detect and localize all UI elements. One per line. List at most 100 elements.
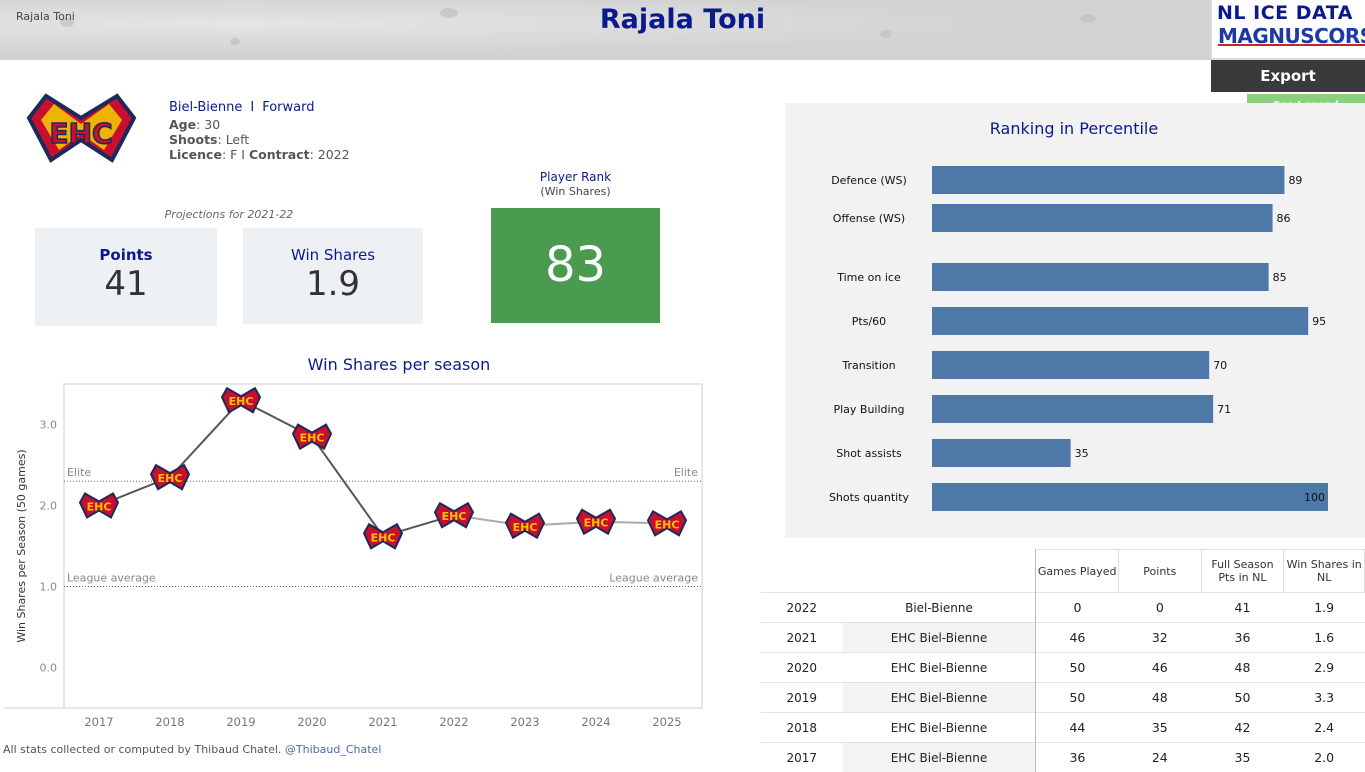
footer-text: All stats collected or computed by Thiba… [3, 743, 281, 756]
y-tick-label: 3.0 [40, 419, 58, 432]
bar-value-label: 85 [1273, 271, 1287, 284]
player-rank-subtitle: (Win Shares) [491, 185, 660, 198]
percentile-bar[interactable] [932, 166, 1284, 194]
row-team: EHC Biel-Bienne [843, 653, 1036, 683]
marker-text: EHC [229, 395, 254, 408]
row-games-played: 46 [1036, 623, 1119, 653]
row-games-played: 44 [1036, 713, 1119, 743]
team-logo-text: EHC [49, 117, 112, 150]
win-shares-label: Win Shares [243, 246, 423, 264]
age-label: Age [169, 117, 196, 132]
footer-twitter-link[interactable]: @Thibaud_Chatel [285, 743, 381, 756]
row-team: Biel-Bienne [843, 593, 1036, 623]
bar-category-label: Play Building [833, 403, 904, 416]
row-win-shares: 3.3 [1284, 683, 1365, 713]
row-team: EHC Biel-Bienne [843, 713, 1036, 743]
points-card: Points 41 [35, 228, 217, 326]
x-tick-label: 2019 [226, 715, 255, 729]
bar-category-label: Transition [841, 359, 895, 372]
shoots-line: Shoots: Left [169, 132, 249, 147]
row-team: EHC Biel-Bienne [843, 683, 1036, 713]
player-rank-value: 83 [491, 208, 660, 323]
bar-value-label: 95 [1312, 315, 1326, 328]
header-points[interactable]: Points [1119, 550, 1202, 593]
percentile-bar[interactable] [932, 204, 1273, 232]
separator: I [250, 100, 254, 115]
x-tick-label: 2018 [155, 715, 184, 729]
site-logo-line1: NL ICE DATA [1217, 2, 1353, 24]
player-rank-title: Player Rank [491, 170, 660, 184]
row-win-shares: 2.9 [1284, 653, 1365, 683]
row-year: 2020 [761, 653, 843, 683]
percentile-bar[interactable] [932, 307, 1308, 335]
header-games-played[interactable]: Games Played [1036, 550, 1119, 593]
row-year: 2021 [761, 623, 843, 653]
background-splat [230, 38, 240, 45]
points-label: Points [35, 246, 217, 264]
y-tick-label: 1.0 [40, 581, 58, 594]
row-team: EHC Biel-Bienne [843, 743, 1036, 772]
age-value: 30 [204, 117, 220, 132]
row-team: EHC Biel-Bienne [843, 623, 1036, 653]
bar-category-label: Pts/60 [852, 315, 886, 328]
bar-value-label: 100 [1304, 491, 1325, 504]
marker-text: EHC [442, 510, 467, 523]
site-logo-line2: MAGNUSCORSI [1218, 24, 1365, 48]
marker-text: EHC [300, 432, 325, 445]
percentile-bar[interactable] [932, 351, 1209, 379]
player-position: Forward [262, 100, 314, 115]
ws-chart-title: Win Shares per season [0, 355, 798, 374]
row-points: 35 [1119, 713, 1202, 743]
marker-text: EHC [584, 517, 609, 530]
percentile-bar[interactable] [932, 263, 1269, 291]
page-title: Rajala Toni [0, 4, 1365, 35]
y-tick-label: 2.0 [40, 500, 58, 513]
percentile-bar[interactable] [932, 483, 1328, 511]
y-tick-label: 0.0 [40, 662, 58, 675]
header-win-shares[interactable]: Win Shares in NL [1284, 550, 1365, 593]
bar-value-label: 86 [1277, 212, 1291, 225]
age-line: Age: 30 [169, 117, 220, 132]
row-win-shares: 1.6 [1284, 623, 1365, 653]
header-blank [843, 550, 1036, 593]
bar-value-label: 71 [1217, 403, 1231, 416]
team-logo-icon: EHC [24, 88, 139, 168]
shoots-value: Left [226, 132, 250, 147]
licence-line: Licence: F I Contract: 2022 [169, 147, 350, 162]
row-points: 46 [1119, 653, 1202, 683]
y-axis-label: Win Shares per Season (50 games) [15, 449, 28, 642]
export-button[interactable]: Export [1211, 60, 1365, 92]
bar-category-label: Time on ice [836, 271, 901, 284]
reference-label-left: Elite [67, 466, 91, 479]
licence-label: Licence [169, 147, 222, 162]
bar-category-label: Offense (WS) [833, 212, 905, 225]
row-full-season-pts: 35 [1201, 743, 1284, 772]
row-points: 32 [1119, 623, 1202, 653]
x-tick-label: 2025 [652, 715, 681, 729]
percentile-bar[interactable] [932, 439, 1071, 467]
row-full-season-pts: 48 [1201, 653, 1284, 683]
row-year: 2018 [761, 713, 843, 743]
licence-value: F I [230, 147, 245, 162]
row-points: 24 [1119, 743, 1202, 772]
row-points: 48 [1119, 683, 1202, 713]
header-banner: Rajala Toni Rajala Toni NL ICE DATA MAGN… [0, 0, 1365, 60]
row-win-shares: 2.0 [1284, 743, 1365, 772]
row-games-played: 36 [1036, 743, 1119, 772]
bar-value-label: 70 [1213, 359, 1227, 372]
season-stats-table: Games Played Points Full Season Pts in N… [761, 549, 1365, 772]
marker-text: EHC [87, 501, 112, 514]
x-tick-label: 2020 [297, 715, 326, 729]
row-full-season-pts: 36 [1201, 623, 1284, 653]
contract-label: Contract [249, 147, 310, 162]
contract-value: 2022 [318, 147, 350, 162]
header-full-season[interactable]: Full Season Pts in NL [1201, 550, 1284, 593]
percentile-bar[interactable] [932, 395, 1213, 423]
projections-title: Projections for 2021-22 [35, 208, 423, 221]
ws-line-chart: 0.0 1.0 2.0 3.0 Win Shares per Season (50 ga… [0, 378, 710, 738]
